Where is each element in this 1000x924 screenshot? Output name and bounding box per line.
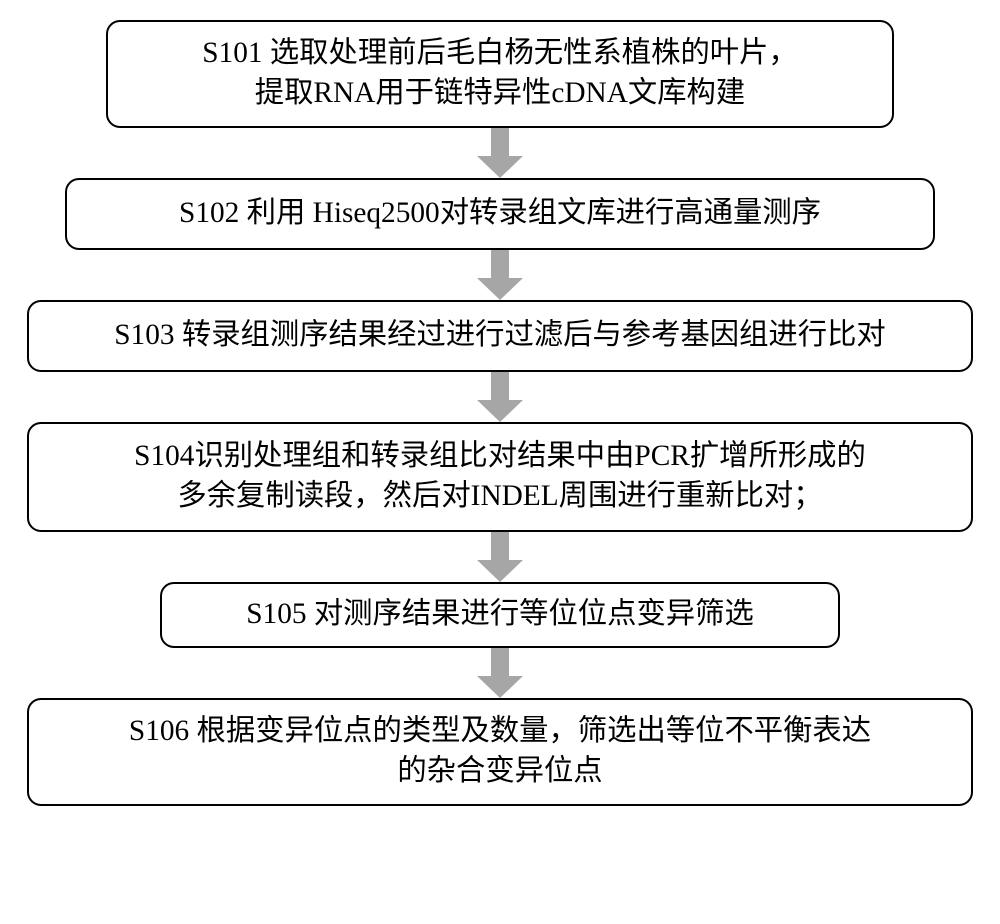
flow-node-label: S103 转录组测序结果经过进行过滤后与参考基因组进行比对: [114, 316, 886, 356]
arrow-down-icon: [477, 532, 523, 582]
flow-node-label: S101 选取处理前后毛白杨无性系植株的叶片， 提取RNA用于链特异性cDNA文…: [202, 34, 798, 113]
flow-node-s102: S102 利用 Hiseq2500对转录组文库进行高通量测序: [65, 178, 935, 250]
flow-node-s101: S101 选取处理前后毛白杨无性系植株的叶片， 提取RNA用于链特异性cDNA文…: [106, 20, 894, 128]
flow-node-s104: S104识别处理组和转录组比对结果中由PCR扩增所形成的 多余复制读段，然后对I…: [27, 422, 973, 532]
arrow-down-icon: [477, 128, 523, 178]
flow-node-label: S105 对测序结果进行等位位点变异筛选: [246, 595, 754, 635]
arrow-down-icon: [477, 372, 523, 422]
flow-node-label: S104识别处理组和转录组比对结果中由PCR扩增所形成的 多余复制读段，然后对I…: [134, 437, 866, 516]
arrow-down-icon: [477, 250, 523, 300]
flow-node-s105: S105 对测序结果进行等位位点变异筛选: [160, 582, 840, 648]
flow-node-label: S106 根据变异位点的类型及数量，筛选出等位不平衡表达 的杂合变异位点: [129, 712, 871, 791]
arrow-down-icon: [477, 648, 523, 698]
flow-node-s103: S103 转录组测序结果经过进行过滤后与参考基因组进行比对: [27, 300, 973, 372]
flow-node-label: S102 利用 Hiseq2500对转录组文库进行高通量测序: [179, 194, 821, 234]
flow-node-s106: S106 根据变异位点的类型及数量，筛选出等位不平衡表达 的杂合变异位点: [27, 698, 973, 806]
flowchart-container: S101 选取处理前后毛白杨无性系植株的叶片， 提取RNA用于链特异性cDNA文…: [0, 20, 1000, 806]
